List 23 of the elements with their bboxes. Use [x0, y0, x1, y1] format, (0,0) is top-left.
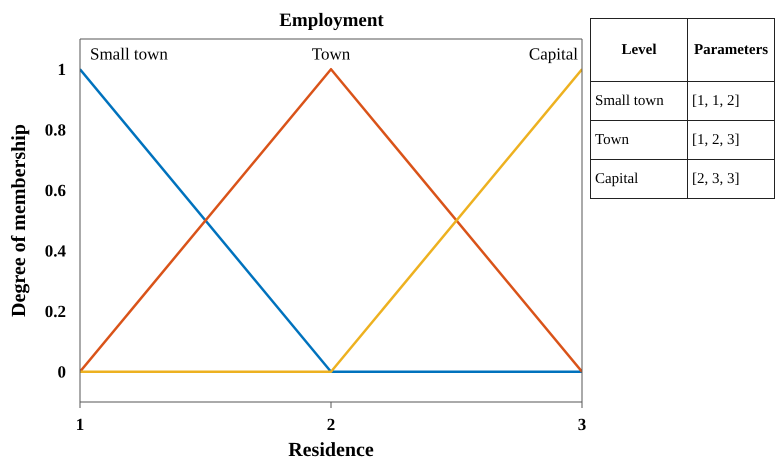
text: [1, 2, 3]: [688, 120, 774, 160]
y-tick-label: 0.4: [44, 241, 66, 260]
x-axis-title: Residence: [288, 439, 374, 461]
text: [2, 3, 3]: [688, 160, 774, 198]
y-tick-label: 0: [58, 362, 66, 382]
y-axis-title: Degree of membership: [8, 124, 30, 317]
text: Town: [590, 120, 688, 160]
text: Small town: [590, 82, 688, 120]
y-tick-label: 0.6: [44, 180, 66, 200]
series-label: Small town: [90, 44, 168, 64]
x-tick-label: 1: [76, 415, 84, 434]
x-tick-label: 3: [578, 415, 586, 434]
text: Level: [590, 18, 688, 82]
chart-title: Employment: [278, 10, 385, 32]
x-tick-label: 2: [326, 415, 336, 434]
text: [1, 1, 2]: [688, 82, 774, 120]
series-label: Capital: [528, 44, 578, 64]
text: Parameters: [688, 18, 774, 82]
y-tick-label: 1: [58, 60, 66, 79]
y-tick-label: 0.8: [44, 120, 66, 140]
text: Capital: [590, 160, 688, 198]
series-label: Town: [312, 44, 351, 64]
y-tick-label: 0.2: [44, 302, 66, 321]
